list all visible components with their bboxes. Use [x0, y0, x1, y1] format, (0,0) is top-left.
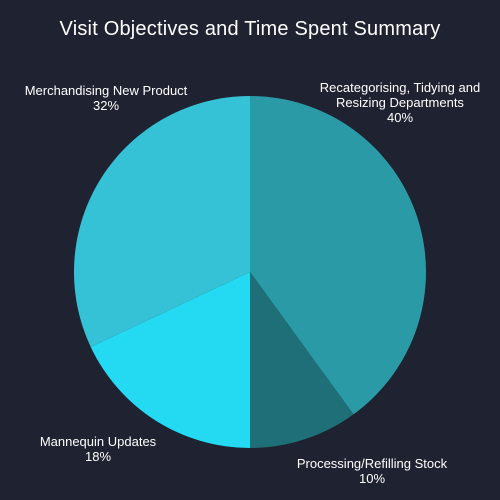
slice-percent-label: 18% — [85, 449, 111, 464]
slice-percent-label: 40% — [387, 110, 413, 125]
slice-label: Resizing Departments — [336, 95, 464, 110]
slice-label: Recategorising, Tidying and — [320, 80, 480, 95]
slice-label: Processing/Refilling Stock — [297, 456, 448, 471]
pie-slice — [250, 272, 354, 449]
slice-label: Mannequin Updates — [40, 434, 157, 449]
pie-slice — [73, 96, 251, 347]
chart-title: Visit Objectives and Time Spent Summary — [59, 18, 441, 40]
pie-slice — [250, 96, 427, 415]
slice-percent-label: 32% — [93, 98, 119, 113]
slice-label: Merchandising New Product — [25, 83, 188, 98]
slice-percent-label: 10% — [359, 471, 385, 486]
pie-slice — [90, 272, 250, 448]
pie-slices — [73, 96, 427, 449]
